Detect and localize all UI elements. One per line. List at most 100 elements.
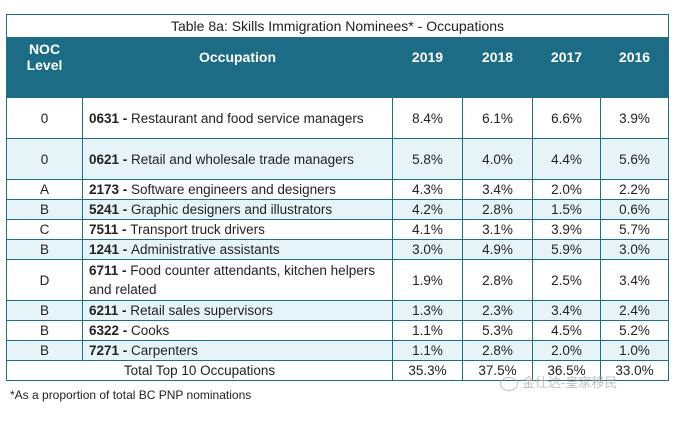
percentage-cell: 2.0% bbox=[532, 340, 601, 361]
occupation-code: 7271 bbox=[89, 343, 120, 358]
header-year-2016: 2016 bbox=[600, 37, 669, 77]
percentage-cell: 2.8% bbox=[462, 199, 533, 220]
occupation-code: 6211 bbox=[89, 303, 119, 318]
header-row: NOC Level Occupation 2019 2018 2017 2016 bbox=[6, 37, 669, 77]
occupation-name: Cooks bbox=[131, 323, 170, 338]
occupation-code: 1241 bbox=[89, 242, 120, 257]
percentage-cell: 3.4% bbox=[600, 259, 669, 301]
occupation-cell: 7271 - Carpenters bbox=[82, 340, 393, 361]
percentage-cell: 3.0% bbox=[600, 239, 669, 260]
occupation-name: Retail sales supervisors bbox=[130, 303, 273, 318]
percentage-cell: 4.4% bbox=[532, 138, 601, 180]
percentage-cell: 4.0% bbox=[462, 138, 533, 180]
occupation-name: Graphic designers and illustrators bbox=[131, 202, 333, 217]
percentage-cell: 3.9% bbox=[600, 97, 669, 139]
header-year-2019: 2019 bbox=[392, 37, 463, 77]
table-row: 0 0621 - Retail and wholesale trade manag… bbox=[6, 138, 669, 180]
occupation-name: Administrative assistants bbox=[131, 242, 280, 257]
percentage-cell: 2.8% bbox=[462, 340, 533, 361]
occupation-cell: 7511 - Transport truck drivers bbox=[82, 219, 393, 240]
footnote: *As a proportion of total BC PNP nominat… bbox=[10, 388, 252, 402]
percentage-cell: 1.5% bbox=[532, 199, 601, 220]
percentage-cell: 4.1% bbox=[392, 219, 463, 240]
percentage-cell: 1.1% bbox=[392, 320, 463, 341]
percentage-cell: 5.9% bbox=[532, 239, 601, 260]
table-row: B 6211 - Retail sales supervisors 1.3% 2.3%… bbox=[6, 300, 669, 321]
occupation-name: Retail and wholesale trade managers bbox=[131, 151, 354, 167]
occupations-table: Table 8a: Skills Immigration Nominees* -… bbox=[6, 14, 669, 381]
occupation-name: Restaurant and food service managers bbox=[131, 110, 364, 126]
percentage-cell: 6.6% bbox=[532, 97, 601, 139]
table-row: B 5241 - Graphic designers and illustrato… bbox=[6, 199, 669, 220]
percentage-cell: 4.3% bbox=[392, 179, 463, 200]
occupation-name: Food counter attendants, kitchen helpers… bbox=[89, 263, 375, 297]
table-row: B 1241 - Administrative assistants 3.0% 4.9… bbox=[6, 239, 669, 260]
percentage-cell: 4.5% bbox=[532, 320, 601, 341]
table-row: D 6711 - Food counter attendants, kitchen… bbox=[6, 259, 669, 301]
total-row: Total Top 10 Occupations 35.3% 37.5% 36.… bbox=[6, 360, 669, 381]
percentage-cell: 4.2% bbox=[392, 199, 463, 220]
table-title: Table 8a: Skills Immigration Nominees* -… bbox=[6, 14, 669, 38]
header-occupation: Occupation bbox=[82, 37, 393, 77]
occupation-cell: 5241 - Graphic designers and illustrator… bbox=[82, 199, 393, 220]
percentage-cell: 2.3% bbox=[462, 300, 533, 321]
total-value-2018: 37.5% bbox=[462, 360, 533, 381]
noc-level-cell: A bbox=[6, 179, 83, 200]
occupation-cell: 0621 - Retail and wholesale trade manage… bbox=[82, 138, 393, 180]
occupation-cell: 6322 - Cooks bbox=[82, 320, 393, 341]
percentage-cell: 3.0% bbox=[392, 239, 463, 260]
noc-level-cell: B bbox=[6, 300, 83, 321]
table-row: A 2173 - Software engineers and designers… bbox=[6, 179, 669, 200]
occupation-name: Software engineers and designers bbox=[131, 182, 336, 197]
header-noc-level: NOC Level bbox=[6, 37, 83, 77]
occupation-cell: 6211 - Retail sales supervisors bbox=[82, 300, 393, 321]
percentage-cell: 2.8% bbox=[462, 259, 533, 301]
occupation-code: 5241 bbox=[89, 202, 120, 217]
percentage-cell: 3.4% bbox=[462, 179, 533, 200]
table-row: B 7271 - Carpenters 1.1% 2.8% 2.0% 1.0% bbox=[6, 340, 669, 361]
percentage-cell: 3.1% bbox=[462, 219, 533, 240]
table-body: 0 0631 - Restaurant and food service mana… bbox=[6, 97, 669, 361]
watermark-text: 金仕达-皇家移民 bbox=[522, 375, 618, 390]
total-label: Total Top 10 Occupations bbox=[6, 360, 393, 381]
occupation-cell: 6711 - Food counter attendants, kitchen … bbox=[82, 259, 393, 301]
noc-level-cell: B bbox=[6, 239, 83, 260]
noc-level-cell: B bbox=[6, 199, 83, 220]
header-year-2017: 2017 bbox=[532, 37, 601, 77]
total-value-2019: 35.3% bbox=[392, 360, 463, 381]
percentage-cell: 2.4% bbox=[600, 300, 669, 321]
percentage-cell: 5.6% bbox=[600, 138, 669, 180]
table-row: B 6322 - Cooks 1.1% 5.3% 4.5% 5.2% bbox=[6, 320, 669, 341]
occupation-cell: 0631 - Restaurant and food service manag… bbox=[82, 97, 393, 139]
percentage-cell: 1.9% bbox=[392, 259, 463, 301]
percentage-cell: 3.4% bbox=[532, 300, 601, 321]
percentage-cell: 5.3% bbox=[462, 320, 533, 341]
watermark: 金仕达-皇家移民 bbox=[500, 372, 617, 391]
noc-level-cell: D bbox=[6, 259, 83, 301]
percentage-cell: 2.5% bbox=[532, 259, 601, 301]
header-band bbox=[6, 76, 669, 98]
percentage-cell: 2.0% bbox=[532, 179, 601, 200]
occupation-code: 0621 bbox=[89, 151, 120, 167]
occupation-code: 7511 bbox=[89, 222, 119, 237]
percentage-cell: 8.4% bbox=[392, 97, 463, 139]
noc-level-cell: B bbox=[6, 320, 83, 341]
percentage-cell: 6.1% bbox=[462, 97, 533, 139]
occupation-cell: 2173 - Software engineers and designers bbox=[82, 179, 393, 200]
occupation-name: Carpenters bbox=[131, 343, 198, 358]
percentage-cell: 0.6% bbox=[600, 199, 669, 220]
occupation-name: Transport truck drivers bbox=[130, 222, 265, 237]
header-year-2018: 2018 bbox=[462, 37, 533, 77]
table-row: 0 0631 - Restaurant and food service mana… bbox=[6, 97, 669, 139]
percentage-cell: 5.2% bbox=[600, 320, 669, 341]
occupations-table-container: Table 8a: Skills Immigration Nominees* -… bbox=[6, 14, 669, 381]
percentage-cell: 1.0% bbox=[600, 340, 669, 361]
percentage-cell: 4.9% bbox=[462, 239, 533, 260]
occupation-code: 6711 bbox=[89, 263, 119, 278]
percentage-cell: 1.3% bbox=[392, 300, 463, 321]
percentage-cell: 5.8% bbox=[392, 138, 463, 180]
occupation-cell: 1241 - Administrative assistants bbox=[82, 239, 393, 260]
table-row: C 7511 - Transport truck drivers 4.1% 3.1% 3… bbox=[6, 219, 669, 240]
occupation-code: 0631 bbox=[89, 110, 120, 126]
total-value-2016: 33.0% bbox=[600, 360, 669, 381]
